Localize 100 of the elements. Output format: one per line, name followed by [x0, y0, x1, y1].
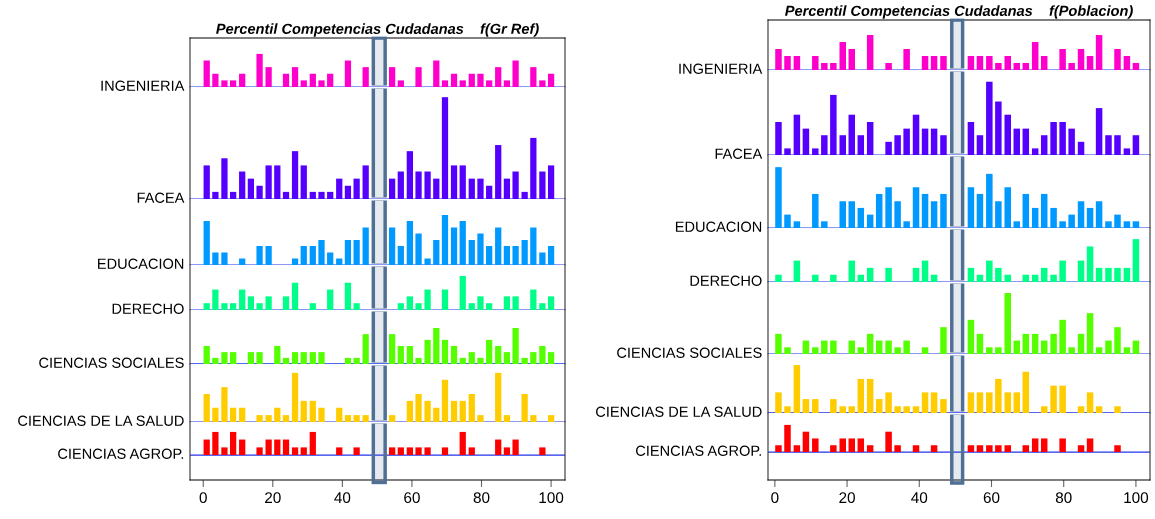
bar — [265, 415, 272, 422]
bar — [274, 346, 281, 364]
bar — [477, 357, 484, 364]
bar — [866, 35, 874, 70]
bar — [1050, 333, 1057, 354]
bar — [327, 191, 334, 199]
bar — [282, 357, 290, 364]
bar — [212, 357, 219, 364]
bar — [539, 80, 546, 87]
bar — [203, 221, 210, 265]
bar — [441, 379, 449, 422]
bar — [930, 445, 938, 452]
bar — [468, 352, 475, 364]
bar — [247, 178, 255, 199]
bar — [1004, 292, 1011, 354]
bar — [433, 178, 440, 199]
bar — [256, 185, 263, 199]
bar — [230, 191, 237, 199]
bar — [547, 415, 555, 422]
bar — [921, 347, 929, 354]
bar — [940, 399, 947, 413]
bar — [362, 415, 369, 422]
bar — [309, 303, 316, 310]
bar — [812, 56, 819, 70]
bar — [1114, 445, 1121, 452]
bar — [256, 53, 263, 87]
bar — [221, 352, 228, 364]
bar — [450, 400, 458, 422]
bar — [406, 151, 413, 199]
bar — [1086, 313, 1094, 354]
bar — [1068, 214, 1075, 228]
bar — [866, 122, 874, 155]
bar — [976, 135, 984, 155]
bar — [441, 80, 449, 87]
bar — [441, 339, 449, 364]
bar — [793, 445, 801, 452]
bar — [424, 339, 431, 364]
bar — [512, 246, 519, 265]
bar — [477, 415, 484, 422]
bar — [775, 122, 782, 155]
bar — [521, 393, 528, 422]
bar — [857, 378, 865, 413]
bar — [282, 73, 290, 87]
bar — [274, 407, 281, 422]
bar — [1040, 340, 1048, 354]
bar — [477, 233, 484, 265]
bar — [1077, 445, 1085, 452]
bar — [1077, 406, 1085, 413]
bar — [230, 407, 237, 422]
bar — [903, 128, 910, 155]
bar — [1114, 406, 1121, 413]
bar — [912, 267, 920, 282]
y-axis-title: CIENCIAS AGROP. — [636, 445, 761, 456]
bar — [415, 233, 422, 265]
bar — [450, 73, 458, 87]
bar — [995, 347, 1002, 354]
bar — [486, 80, 493, 87]
bar — [318, 352, 325, 364]
bar — [1086, 438, 1094, 452]
bar — [388, 67, 396, 87]
bar — [1059, 122, 1066, 155]
bar — [327, 252, 334, 265]
bar — [784, 406, 791, 413]
bar — [291, 282, 299, 310]
bar — [362, 227, 369, 265]
bar — [459, 221, 466, 265]
bar — [424, 400, 431, 422]
bar — [839, 42, 846, 70]
bar — [282, 415, 290, 422]
bar — [995, 267, 1002, 282]
bar — [1077, 49, 1085, 70]
bar — [239, 407, 246, 422]
bar — [1105, 221, 1112, 228]
bar — [1013, 128, 1021, 155]
x-tick-label: 60 — [983, 492, 1000, 504]
bar — [503, 80, 511, 87]
bar — [388, 178, 396, 199]
bar — [830, 399, 837, 413]
bar — [203, 393, 210, 422]
bar — [967, 267, 975, 282]
bar — [300, 400, 307, 422]
bar — [495, 346, 502, 364]
bar — [802, 128, 810, 155]
bar — [1095, 108, 1103, 155]
bar — [848, 201, 856, 228]
bar — [239, 289, 246, 310]
bar — [230, 352, 237, 364]
bar — [839, 406, 846, 413]
bar — [433, 407, 440, 422]
bar — [362, 67, 369, 87]
bar — [503, 296, 511, 310]
bar — [885, 63, 892, 70]
bar — [793, 221, 801, 228]
bar — [433, 240, 440, 265]
bar — [784, 148, 791, 155]
bar — [300, 80, 307, 87]
bar — [967, 122, 975, 155]
bar — [247, 296, 255, 310]
bar — [1077, 260, 1085, 282]
bar — [530, 67, 537, 87]
